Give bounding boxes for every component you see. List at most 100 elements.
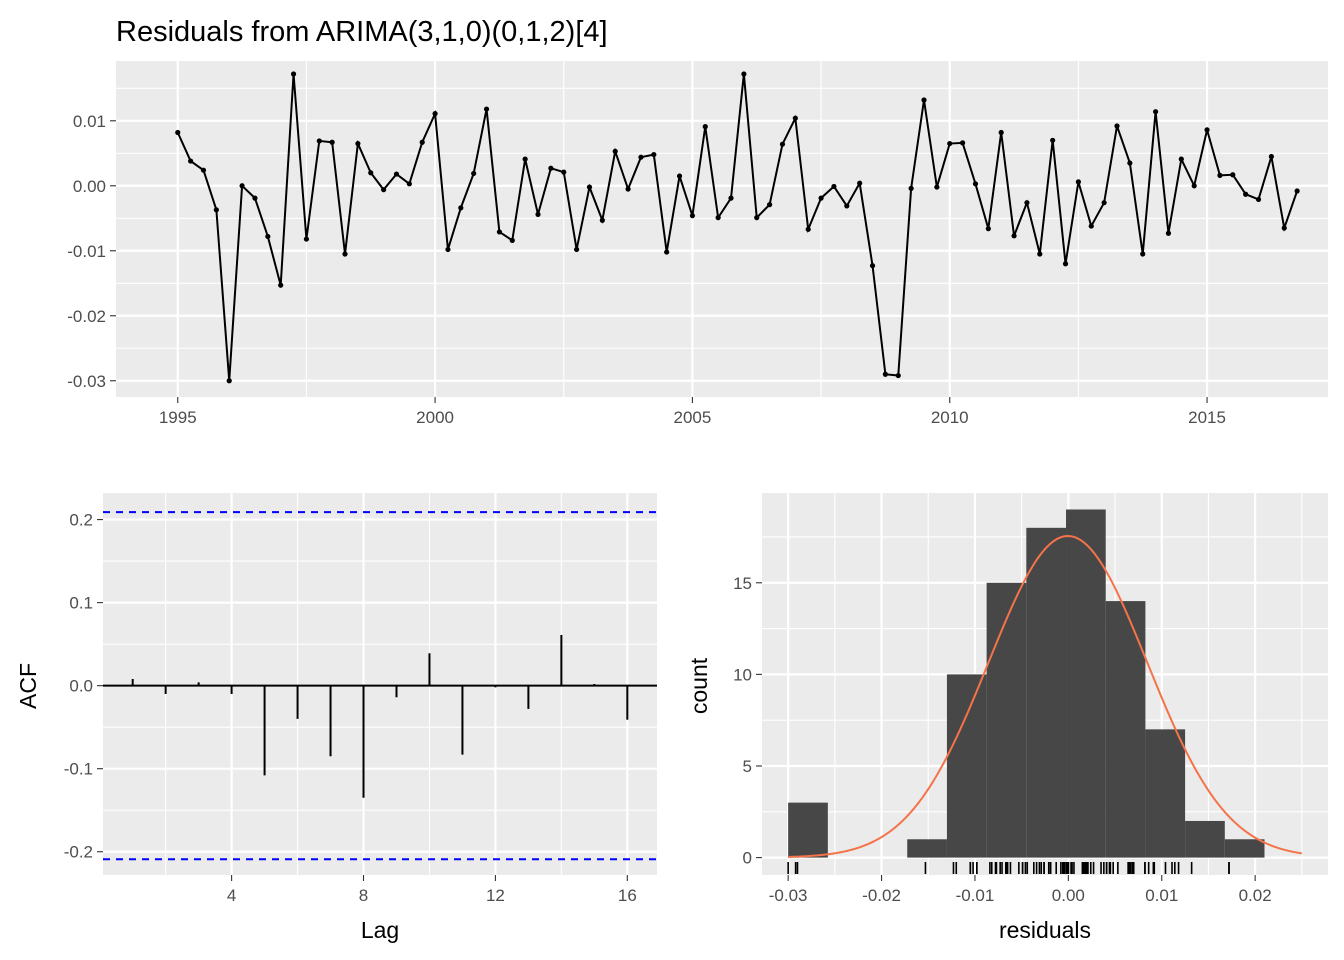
y-tick-label: 0.0: [69, 677, 93, 696]
x-tick-label: 2000: [416, 408, 454, 427]
residual-point: [676, 173, 683, 179]
residual-point: [1011, 233, 1017, 239]
histogram-bar: [907, 839, 947, 858]
histogram-panel: -0.03 -0.02 -0.01 0.00 0.01 0.02 0 5 10 15: [733, 493, 1328, 905]
normal-density-curve: [788, 534, 1303, 858]
y-tick-label: 0.01: [73, 112, 106, 131]
histogram-y-axis-title: count: [686, 657, 712, 714]
residual-point: [805, 226, 811, 232]
residual-point: [252, 195, 258, 201]
residual-point: [1152, 109, 1159, 115]
residual-point: [728, 195, 734, 201]
residual-point: [934, 184, 940, 190]
residual-point: [188, 158, 194, 164]
residual-point: [741, 71, 747, 77]
x-tick-label: 2010: [931, 408, 969, 427]
y-tick-label: -0.03: [67, 372, 106, 391]
residual-point: [586, 184, 593, 190]
x-tick-label: 1995: [159, 408, 197, 427]
residual-point: [1024, 200, 1030, 206]
residual-point: [483, 106, 490, 112]
residual-point: [1217, 172, 1223, 178]
acf-panel: 4 8 12 16 -0.2 -0.1 0.0 0.1 0.2: [64, 493, 657, 905]
residual-point: [702, 124, 708, 130]
residual-point: [1294, 188, 1300, 194]
histogram-bar: [1185, 820, 1225, 858]
residual-point: [1178, 156, 1184, 162]
y-tick-label: 0.2: [69, 511, 93, 530]
residual-point: [638, 154, 644, 160]
residual-point: [1075, 179, 1081, 185]
histogram-bar: [788, 802, 828, 858]
residual-point: [535, 211, 541, 217]
residual-point: [561, 169, 567, 175]
residuals-time-series-panel: 1995 2000 2005 2010 2015 -0.03 -0.02 -0.01 0.00 0…: [48, 61, 1337, 427]
x-tick-label: 8: [359, 886, 368, 905]
x-tick-label: -0.01: [956, 886, 995, 905]
residual-point: [689, 213, 696, 219]
histogram-bar: [1145, 729, 1186, 858]
residual-point: [419, 139, 425, 145]
residual-point: [651, 151, 657, 158]
residual-point: [1127, 160, 1133, 166]
residual-point: [767, 202, 773, 208]
residual-series-line: [176, 73, 1299, 381]
residual-point: [831, 183, 837, 190]
y-tick-label: -0.02: [67, 307, 106, 326]
x-tick-label: 12: [486, 886, 505, 905]
residual-point: [908, 185, 914, 191]
residual-point: [290, 71, 297, 77]
histogram-bar: [946, 674, 987, 858]
residual-point: [303, 236, 310, 242]
residual-point: [1062, 261, 1069, 267]
residual-point: [393, 171, 400, 177]
residual-point: [1243, 191, 1249, 197]
residual-point: [381, 187, 387, 193]
residual-point: [175, 129, 181, 136]
x-tick-label: -0.03: [769, 886, 808, 905]
residual-point: [1191, 183, 1197, 189]
residual-point: [1101, 200, 1107, 206]
residual-point: [458, 205, 464, 211]
residual-point: [239, 183, 245, 189]
residual-point: [612, 148, 618, 154]
residual-point: [1281, 225, 1287, 231]
residual-point: [972, 181, 979, 187]
residual-point: [1140, 251, 1146, 257]
residual-point: [445, 246, 451, 253]
histogram-x-axis-title: residuals: [999, 917, 1091, 943]
y-tick-label: 10: [733, 665, 752, 684]
panel-background: [103, 493, 657, 875]
residual-point: [998, 129, 1004, 136]
x-tick-label: 4: [227, 886, 236, 905]
residual-point: [1268, 153, 1274, 160]
x-tick-label: 0.00: [1052, 886, 1085, 905]
residual-point: [213, 207, 219, 213]
residual-point: [625, 186, 631, 192]
panel-background: [116, 61, 1328, 397]
residual-point: [1050, 137, 1056, 143]
residual-point: [496, 229, 503, 235]
residual-point: [432, 111, 438, 117]
residual-point: [548, 165, 554, 171]
acf-x-axis-title: Lag: [361, 917, 399, 943]
x-tick-label: 0.02: [1239, 886, 1272, 905]
histogram-bar: [1105, 601, 1146, 858]
x-tick-label: 0.01: [1145, 886, 1178, 905]
histogram-bar: [1224, 839, 1265, 858]
residual-point: [857, 180, 863, 186]
residual-point: [599, 217, 605, 223]
residual-point: [278, 282, 284, 288]
histogram-bar: [1066, 509, 1106, 858]
residual-point: [754, 215, 760, 221]
x-tick-label: 2015: [1188, 408, 1226, 427]
residual-point: [406, 181, 412, 187]
residual-point: [959, 140, 966, 146]
residual-point: [226, 378, 232, 384]
residual-point: [869, 263, 876, 269]
residual-point: [1165, 230, 1172, 236]
y-tick-label: -0.1: [64, 760, 93, 779]
residual-point: [715, 215, 721, 221]
y-tick-label: 0.1: [69, 594, 93, 613]
y-tick-label: 15: [733, 574, 752, 593]
